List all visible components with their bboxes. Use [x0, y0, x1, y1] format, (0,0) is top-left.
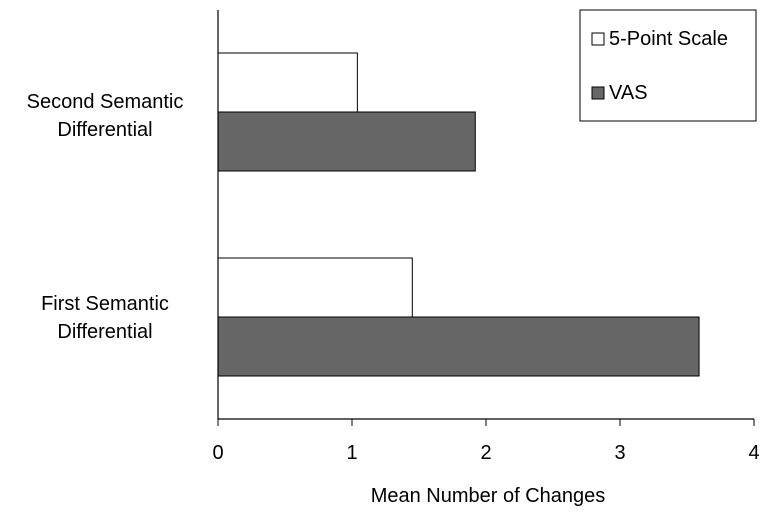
- x-tick-label-4: 4: [748, 442, 759, 464]
- bar-vas-1: [217, 316, 700, 377]
- category-label-0-line-0: Second Semantic: [27, 91, 184, 113]
- legend-box: [579, 9, 757, 122]
- legend-swatch-five-point: [591, 32, 605, 46]
- category-label-0-line-1: Differential: [57, 119, 152, 141]
- category-label-1-line-0: First Semantic: [41, 293, 169, 315]
- bar-five-point-0: [217, 52, 358, 113]
- category-label-1-line-1: Differential: [57, 321, 152, 343]
- legend-label-vas: VAS: [609, 82, 648, 104]
- legend-swatch-vas: [591, 86, 605, 100]
- bar-five-point-1: [217, 257, 413, 318]
- x-tick-label-0: 0: [212, 442, 223, 464]
- x-axis-title: Mean Number of Changes: [371, 485, 606, 507]
- bar-vas-0: [217, 111, 476, 172]
- x-tick-label-3: 3: [614, 442, 625, 464]
- x-tick-label-1: 1: [346, 442, 357, 464]
- legend-label-five-point: 5-Point Scale: [609, 28, 728, 50]
- x-tick-label-2: 2: [480, 442, 491, 464]
